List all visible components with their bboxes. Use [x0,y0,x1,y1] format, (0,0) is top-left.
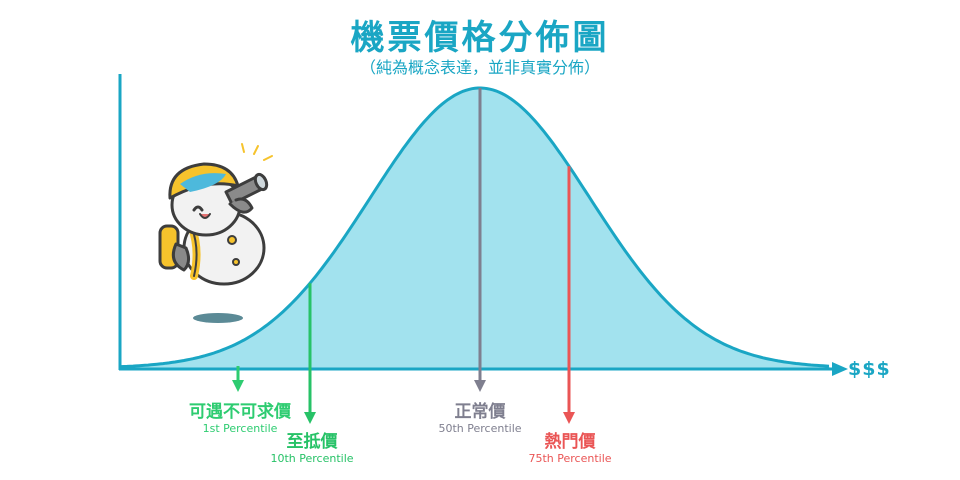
marker-label-p75: 熱門價 75th Percentile [480,432,660,465]
marker-arrow-icon [474,380,486,392]
marker-arrow-icon [232,380,244,392]
mascot-shadow [193,313,243,323]
marker-title: 正常價 [454,402,506,422]
x-axis-arrow-icon [832,362,848,376]
marker-title: 可遇不可求價 [189,402,291,422]
page-subtitle: （純為概念表達，並非真實分佈） [359,58,600,77]
marker-label-p1: 可遇不可求價 1st Percentile [150,402,330,435]
mascot-illustration [158,143,273,323]
x-axis-label: $$$ [848,358,891,380]
marker-percentile: 10th Percentile [270,452,354,465]
marker-percentile: 50th Percentile [438,422,522,435]
distribution-curve [120,86,830,369]
marker-title: 至抵價 [286,432,338,452]
percentile-markers [232,88,575,424]
snowman-with-binoculars-icon [158,162,269,286]
marker-percentile: 75th Percentile [528,452,612,465]
marker-percentile: 1st Percentile [202,422,278,435]
page-title: 機票價格分佈圖 [350,18,610,58]
marker-arrow-icon [304,412,316,424]
sparkle-icon [241,143,273,161]
marker-label-p50: 正常價 50th Percentile [390,402,570,435]
marker-label-p10: 至抵價 10th Percentile [222,432,402,465]
marker-title: 熱門價 [544,432,596,452]
marker-arrow-icon [563,412,575,424]
